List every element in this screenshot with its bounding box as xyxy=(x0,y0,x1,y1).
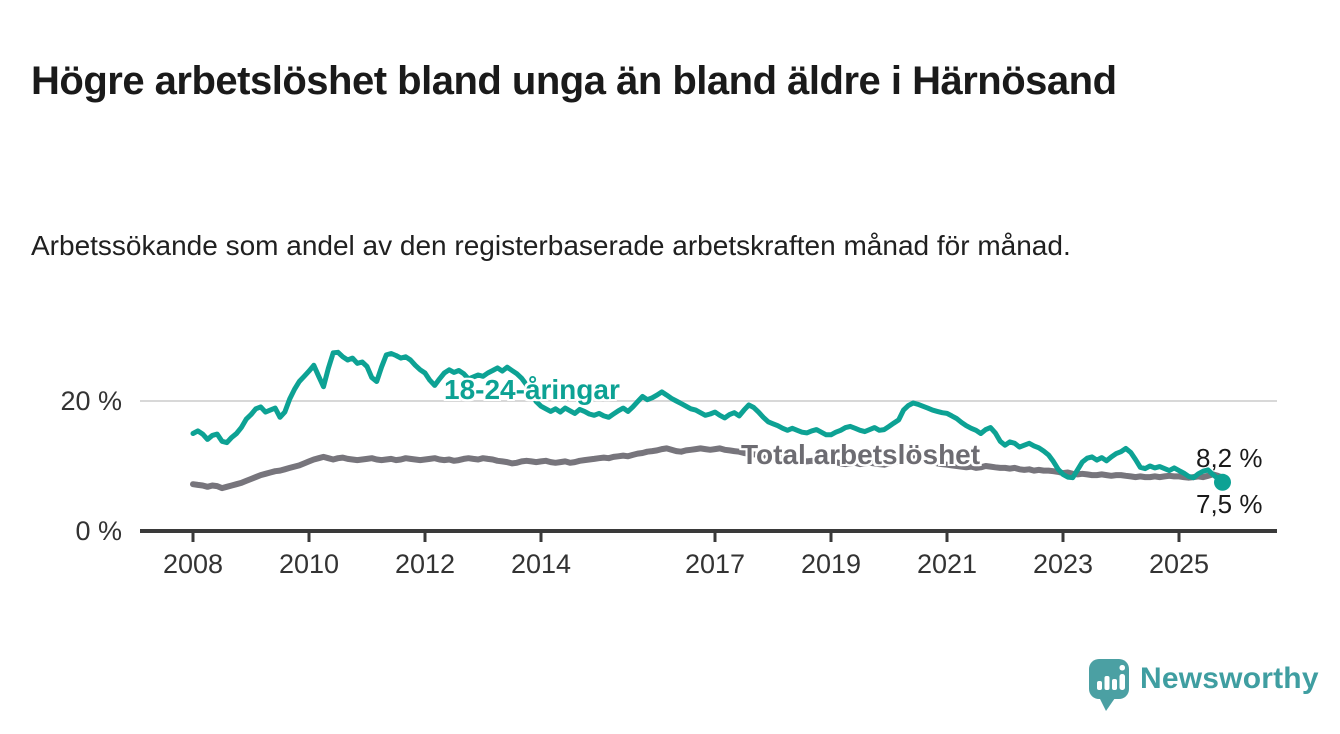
page-title: Högre arbetslöshet bland unga än bland ä… xyxy=(31,58,1117,103)
x-axis-label-2010: 2010 xyxy=(278,549,340,579)
y-axis-label-0: 0 % xyxy=(75,516,122,546)
newsworthy-logo: Newsworthy xyxy=(1086,656,1336,716)
series-label-youth: 18-24-åringar xyxy=(444,374,620,405)
youth-line-end-dot xyxy=(1214,473,1231,491)
x-axis-label-2023: 2023 xyxy=(1032,549,1094,579)
page-subtitle: Arbetssökande som andel av den registerb… xyxy=(31,230,1071,261)
newsworthy-logo-text: Newsworthy xyxy=(1140,662,1319,695)
end-value-label-youth: 7,5 % xyxy=(1196,489,1263,519)
y-axis-label-20: 20 % xyxy=(60,386,122,416)
x-axis-label-2019: 2019 xyxy=(800,549,862,579)
x-axis-label-2017: 2017 xyxy=(684,549,746,579)
x-axis-label-2021: 2021 xyxy=(916,549,978,579)
series-label-total: Total arbetslöshet xyxy=(741,439,981,470)
youth-unemployment-line xyxy=(190,349,1225,485)
bar-chart-speech-bubble-icon xyxy=(1089,659,1129,711)
x-axis-label-2014: 2014 xyxy=(510,549,572,579)
end-value-label-total: 8,2 % xyxy=(1196,443,1263,473)
total-unemployment-line xyxy=(190,445,1226,492)
x-axis-label-2012: 2012 xyxy=(394,549,456,579)
x-axis-label-2025: 2025 xyxy=(1148,549,1210,579)
x-axis-label-2008: 2008 xyxy=(162,549,224,579)
x-axis-ticks xyxy=(191,531,1181,542)
